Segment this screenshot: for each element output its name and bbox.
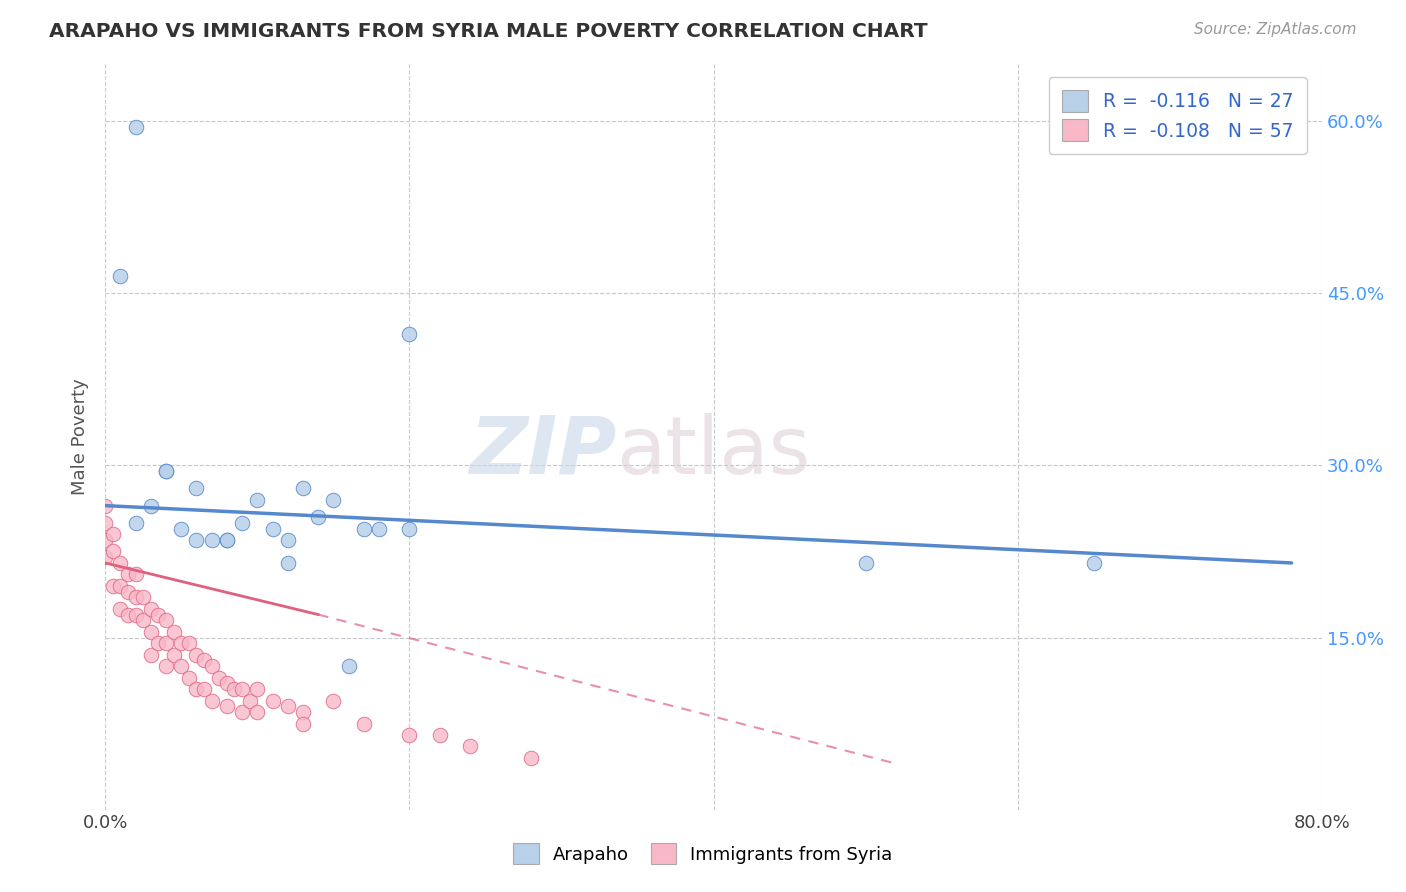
Point [208,671,231,685]
Point [148,636,170,650]
Point [322,693,344,707]
Point [398,326,420,341]
Point [163,648,186,662]
Point [231,682,253,697]
Point [201,533,224,547]
Text: Source: ZipAtlas.com: Source: ZipAtlas.com [1194,22,1357,37]
Point [291,716,314,731]
Point [277,533,299,547]
Point [291,482,314,496]
Point [277,556,299,570]
Text: ZIP: ZIP [468,413,616,491]
Point [139,624,162,639]
Point [398,728,420,742]
Point [201,659,224,673]
Point [170,636,193,650]
Point [155,636,177,650]
Point [94,550,117,565]
Point [322,492,344,507]
Point [193,682,215,697]
Point [1083,556,1105,570]
Point [215,533,238,547]
Point [246,705,269,719]
Point [855,556,877,570]
Point [215,676,238,690]
Point [186,682,208,697]
Point [124,567,146,582]
Point [110,579,132,593]
Point [124,607,146,622]
Point [101,579,124,593]
Point [155,464,177,478]
Point [117,567,139,582]
Point [429,728,451,742]
Point [132,591,155,605]
Point [117,607,139,622]
Point [186,648,208,662]
Point [353,522,375,536]
Point [353,716,375,731]
Point [139,648,162,662]
Point [337,659,360,673]
Point [94,499,117,513]
Point [94,516,117,530]
Text: ARAPAHO VS IMMIGRANTS FROM SYRIA MALE POVERTY CORRELATION CHART: ARAPAHO VS IMMIGRANTS FROM SYRIA MALE PO… [49,22,928,41]
Point [398,522,420,536]
Point [155,464,177,478]
Y-axis label: Male Poverty: Male Poverty [72,378,89,495]
Point [231,516,253,530]
Point [101,527,124,541]
Point [132,613,155,627]
Point [186,482,208,496]
Point [177,671,200,685]
Point [117,584,139,599]
Point [262,522,284,536]
Point [520,751,543,765]
Point [139,602,162,616]
Point [458,739,481,754]
Point [215,699,238,714]
Point [110,269,132,284]
Point [186,533,208,547]
Point [277,699,299,714]
Point [155,613,177,627]
Point [110,602,132,616]
Point [201,693,224,707]
Point [124,516,146,530]
Point [139,499,162,513]
Point [231,705,253,719]
Point [246,682,269,697]
Point [262,693,284,707]
Point [155,659,177,673]
Point [246,492,269,507]
Legend: R =  -0.116   N = 27, R =  -0.108   N = 57: R = -0.116 N = 27, R = -0.108 N = 57 [1049,78,1306,154]
Point [170,522,193,536]
Point [193,653,215,667]
Point [124,591,146,605]
Point [163,624,186,639]
Point [148,607,170,622]
Text: atlas: atlas [616,413,811,491]
Point [94,533,117,547]
Point [239,693,262,707]
Legend: Arapaho, Immigrants from Syria: Arapaho, Immigrants from Syria [499,829,907,879]
Point [291,705,314,719]
Point [110,556,132,570]
Point [124,120,146,135]
Point [368,522,391,536]
Point [215,533,238,547]
Point [170,659,193,673]
Point [224,682,246,697]
Point [307,510,329,524]
Point [177,636,200,650]
Point [101,544,124,558]
